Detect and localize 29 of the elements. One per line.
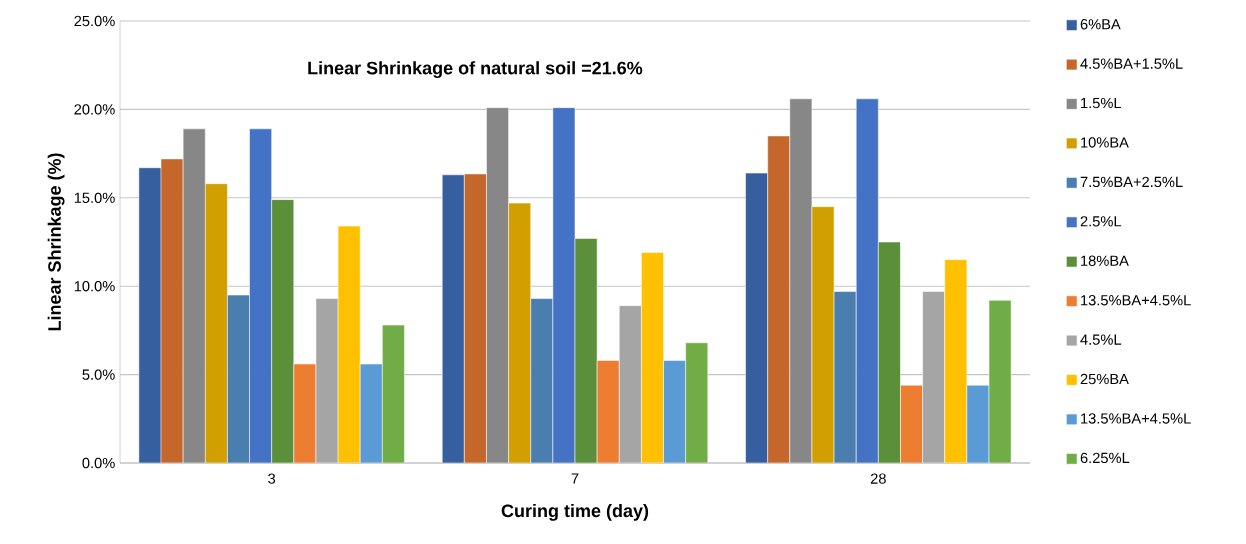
legend-label: 18%BA	[1081, 255, 1129, 266]
legend-label: 13.5%BA+4.5%L	[1081, 413, 1191, 424]
legend-label: 10%BA	[1081, 137, 1129, 148]
bar	[359, 363, 383, 463]
legend-label: 4.5%BA+1.5%L	[1080, 58, 1183, 69]
legend-label: 1.5%L	[1081, 97, 1122, 109]
y-tick-label: 0.0%	[82, 457, 115, 469]
y-tick-label: 5.0%	[82, 369, 115, 380]
legend-label: 6%BA	[1080, 19, 1121, 30]
bar	[574, 238, 598, 463]
legend-label: 6.25%L	[1080, 452, 1130, 464]
bar	[663, 360, 686, 463]
legend-label: 7.5%BA+2.5%L	[1080, 176, 1183, 188]
annotation: Linear Shrinkage of natural soil =21.6%	[308, 61, 643, 79]
x-tick-label: 28	[870, 473, 886, 484]
y-axis-title: Linear Shrinkage (%)	[47, 153, 65, 331]
y-tick-label: 10.0%	[74, 281, 115, 292]
legend-label: 25%BA	[1080, 373, 1129, 385]
y-tick-label: 20.0%	[74, 104, 115, 115]
legend-label: 2.5%L	[1080, 216, 1122, 227]
y-tick-label: 25.0%	[74, 15, 115, 27]
x-axis-title: Curing time (day)	[501, 503, 649, 521]
bar	[271, 199, 295, 463]
x-tick-label: 7	[571, 473, 579, 484]
legend-label: 13.5%BA+4.5%L	[1081, 295, 1191, 306]
x-tick-label: 3	[268, 473, 276, 484]
y-tick-label: 15.0%	[74, 192, 115, 203]
legend-label: 4.5%L	[1080, 334, 1122, 345]
bar	[878, 241, 901, 463]
